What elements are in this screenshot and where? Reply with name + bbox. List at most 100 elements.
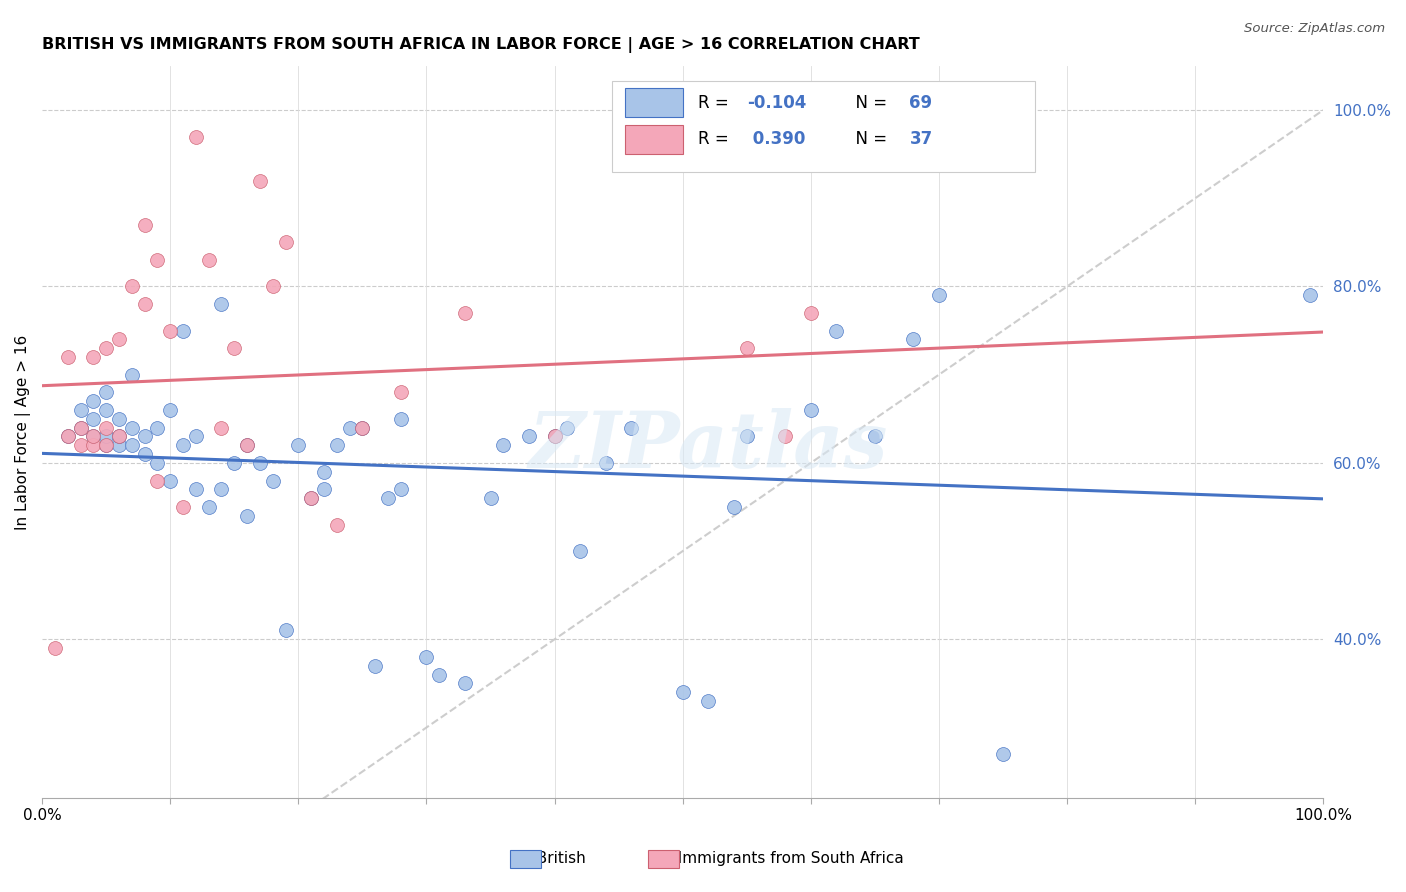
Point	[96, 341, 118, 355]
Point	[262, 474, 284, 488]
Point	[903, 332, 925, 346]
Point	[108, 429, 131, 443]
Point	[389, 385, 412, 400]
Point	[863, 429, 886, 443]
Point	[557, 420, 579, 434]
Point	[146, 252, 169, 267]
Point	[96, 429, 118, 443]
Text: -0.104: -0.104	[747, 94, 806, 112]
Point	[211, 483, 233, 497]
Point	[377, 491, 399, 505]
Point	[96, 385, 118, 400]
Point	[108, 438, 131, 452]
Point	[96, 403, 118, 417]
Point	[172, 324, 194, 338]
Y-axis label: In Labor Force | Age > 16: In Labor Force | Age > 16	[15, 334, 31, 530]
Text: 37: 37	[910, 130, 932, 148]
Point	[108, 411, 131, 425]
Point	[172, 500, 194, 514]
Point	[82, 429, 104, 443]
Point	[159, 474, 181, 488]
Point	[236, 438, 259, 452]
Point	[82, 438, 104, 452]
FancyBboxPatch shape	[626, 88, 683, 117]
Point	[184, 483, 207, 497]
Text: British: British	[527, 851, 586, 865]
Point	[236, 508, 259, 523]
Point	[249, 174, 271, 188]
Point	[427, 667, 450, 681]
Point	[312, 483, 335, 497]
Point	[121, 420, 143, 434]
Text: Source: ZipAtlas.com: Source: ZipAtlas.com	[1244, 22, 1385, 36]
Point	[773, 429, 796, 443]
Point	[299, 491, 322, 505]
Point	[96, 438, 118, 452]
Point	[224, 341, 246, 355]
Point	[287, 438, 309, 452]
Point	[274, 235, 297, 250]
Point	[69, 420, 91, 434]
Text: BRITISH VS IMMIGRANTS FROM SOUTH AFRICA IN LABOR FORCE | AGE > 16 CORRELATION CH: BRITISH VS IMMIGRANTS FROM SOUTH AFRICA …	[42, 37, 920, 54]
Point	[159, 403, 181, 417]
Point	[146, 474, 169, 488]
Point	[274, 624, 297, 638]
Point	[184, 129, 207, 144]
Point	[735, 341, 758, 355]
Point	[569, 544, 592, 558]
Point	[800, 403, 823, 417]
Point	[492, 438, 515, 452]
Point	[620, 420, 643, 434]
Point	[479, 491, 502, 505]
Point	[56, 350, 79, 364]
Point	[44, 641, 66, 656]
Text: R =: R =	[697, 94, 734, 112]
Point	[389, 411, 412, 425]
Point	[991, 747, 1014, 761]
Point	[735, 429, 758, 443]
Point	[82, 350, 104, 364]
Point	[82, 411, 104, 425]
Point	[134, 447, 156, 461]
Point	[262, 279, 284, 293]
Point	[96, 438, 118, 452]
Text: 0.390: 0.390	[747, 130, 806, 148]
Point	[352, 420, 374, 434]
Point	[928, 288, 950, 302]
Point	[197, 252, 219, 267]
Point	[543, 429, 565, 443]
Point	[543, 429, 565, 443]
Point	[108, 429, 131, 443]
Point	[159, 324, 181, 338]
Point	[134, 429, 156, 443]
Point	[108, 332, 131, 346]
Point	[595, 456, 617, 470]
Point	[236, 438, 259, 452]
Point	[800, 306, 823, 320]
Point	[312, 465, 335, 479]
Point	[672, 685, 695, 699]
Point	[184, 429, 207, 443]
Point	[224, 456, 246, 470]
Point	[69, 438, 91, 452]
Point	[723, 500, 745, 514]
Point	[326, 517, 349, 532]
Point	[82, 394, 104, 409]
Point	[69, 403, 91, 417]
Point	[56, 429, 79, 443]
Point	[454, 676, 477, 690]
Point	[172, 438, 194, 452]
Point	[121, 279, 143, 293]
Point	[352, 420, 374, 434]
Text: R =: R =	[697, 130, 740, 148]
Point	[389, 483, 412, 497]
Point	[121, 438, 143, 452]
Point	[454, 306, 477, 320]
Point	[211, 420, 233, 434]
Point	[121, 368, 143, 382]
Point	[415, 649, 437, 664]
Point	[134, 297, 156, 311]
Point	[56, 429, 79, 443]
Point	[134, 218, 156, 232]
Text: N =: N =	[845, 130, 893, 148]
